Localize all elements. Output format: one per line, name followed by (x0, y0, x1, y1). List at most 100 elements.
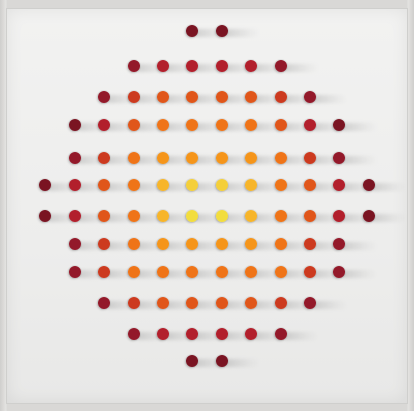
dot-shadow (223, 95, 260, 103)
dot-shadow (194, 242, 230, 250)
dot-shadow (311, 183, 348, 191)
colored-dot (303, 119, 316, 131)
dot-shadow (282, 301, 318, 309)
colored-dot (68, 119, 81, 131)
dot-shadow (106, 95, 142, 103)
dot-shadow (223, 270, 260, 278)
dot-shadow (282, 64, 318, 72)
dot-shadow (253, 123, 289, 131)
colored-dot (127, 328, 140, 340)
colored-dot (98, 297, 111, 309)
dot-shadow (164, 156, 201, 164)
colored-dot (362, 210, 375, 222)
colored-dot (98, 119, 111, 131)
colored-dot (215, 179, 228, 191)
dot-shadow (223, 64, 260, 72)
colored-dot (274, 210, 287, 222)
colored-dot (245, 119, 258, 131)
colored-dot (98, 210, 111, 222)
dot-shadow (253, 64, 289, 72)
colored-dot (274, 119, 287, 131)
dot-shadow (223, 332, 260, 340)
colored-dot (303, 152, 316, 164)
colored-dot (333, 119, 346, 131)
dot-shadow (194, 156, 230, 164)
colored-dot (156, 266, 169, 278)
dot-shadow (223, 123, 260, 131)
colored-dot (127, 179, 140, 191)
colored-dot (68, 238, 81, 250)
dot-shadow (311, 156, 348, 164)
colored-dot (303, 238, 316, 250)
dot-shadow (194, 123, 230, 131)
colored-dot (186, 297, 199, 309)
dot-shadow (76, 214, 113, 222)
colored-dot (186, 210, 199, 222)
dot-shadow (106, 270, 142, 278)
dot-shadow (282, 214, 318, 222)
colored-dot (156, 238, 169, 250)
colored-dot (215, 210, 228, 222)
colored-dot (186, 179, 199, 191)
dot-shadow (164, 123, 201, 131)
dot-shadow (135, 270, 171, 278)
colored-dot (186, 328, 199, 340)
dot-shadow (194, 183, 230, 191)
colored-dot (186, 152, 199, 164)
colored-dot (245, 152, 258, 164)
colored-dot (186, 60, 199, 72)
dot-shadow (341, 242, 377, 250)
dot-shadow (282, 123, 318, 131)
dot-shadow (135, 64, 171, 72)
colored-dot (303, 266, 316, 278)
colored-dot (215, 297, 228, 309)
colored-dot (274, 152, 287, 164)
dot-shadow (194, 29, 230, 37)
dot-shadow (164, 64, 201, 72)
dot-shadow (253, 301, 289, 309)
colored-dot (245, 179, 258, 191)
dot-shadow (341, 270, 377, 278)
dot-shadow (194, 270, 230, 278)
dot-shadow (223, 214, 260, 222)
colored-dot (333, 266, 346, 278)
dot-shadow (253, 156, 289, 164)
dot-shadow (341, 156, 377, 164)
dot-shadow (253, 242, 289, 250)
white-panel (6, 8, 408, 404)
colored-dot (127, 210, 140, 222)
dot-shadow (282, 183, 318, 191)
colored-dot (362, 179, 375, 191)
colored-dot (127, 91, 140, 103)
dot-shadow (311, 95, 348, 103)
dot-shadow (253, 332, 289, 340)
colored-dot (215, 266, 228, 278)
colored-dot (186, 355, 199, 367)
dot-shadow (106, 301, 142, 309)
colored-dot (245, 238, 258, 250)
colored-dot (127, 119, 140, 131)
dot-shadow (135, 332, 171, 340)
colored-dot (156, 297, 169, 309)
dot-shadow (47, 214, 83, 222)
colored-dot (303, 297, 316, 309)
colored-dot (127, 60, 140, 72)
dot-shadow (282, 242, 318, 250)
colored-dot (39, 210, 52, 222)
dot-shadow (135, 123, 171, 131)
dot-shadow (76, 156, 113, 164)
colored-dot (274, 91, 287, 103)
colored-dot (156, 328, 169, 340)
colored-dot (333, 238, 346, 250)
colored-dot (127, 238, 140, 250)
colored-dot (274, 297, 287, 309)
colored-dot (156, 210, 169, 222)
dot-shadow (76, 123, 113, 131)
colored-dot (156, 91, 169, 103)
dot-shadow (311, 214, 348, 222)
dot-shadow (311, 270, 348, 278)
colored-dot (333, 152, 346, 164)
dot-shadow (47, 183, 83, 191)
dot-shadow (311, 242, 348, 250)
